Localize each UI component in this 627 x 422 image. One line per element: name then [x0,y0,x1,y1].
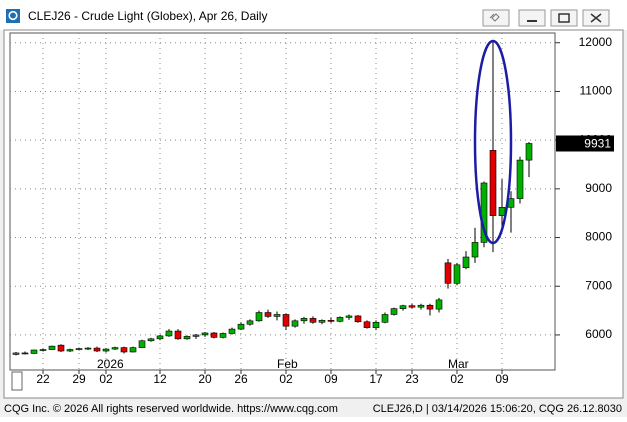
candle-body [210,332,218,338]
candle-body [453,264,461,284]
x-tick-label: 09 [495,372,509,386]
x-tick-label: 02 [99,372,113,386]
window-title: CLEJ26 - Crude Light (Globex), Apr 26, D… [28,9,267,23]
candle-body [390,308,398,315]
candle-body [309,318,317,323]
link-button[interactable] [482,9,510,27]
candle-body [57,344,65,352]
candle-body [282,314,290,327]
candle-body [300,318,308,322]
candle-body [462,256,470,269]
candle-body [273,314,281,317]
candle-body [354,315,362,323]
x-tick-label: 23 [405,372,419,386]
candle-body [165,330,173,337]
candle-body [183,336,191,340]
close-icon [590,13,602,23]
candle-body [264,312,272,317]
candle-body [399,305,407,309]
x-tick-label: 22 [36,372,50,386]
x-tick-label: 02 [279,372,293,386]
candle-body [21,352,29,355]
x-group-label: 2026 [97,357,124,371]
plot-area [9,32,556,371]
candle-body [147,338,155,342]
candle-body [498,207,506,216]
link-icon [489,13,500,22]
candle-body [516,159,524,199]
candle-body [246,320,254,325]
x-tick-label: 26 [234,372,248,386]
candle-body [381,314,389,323]
y-tick-label: 11000 [580,84,613,98]
candle-body [336,317,344,322]
candle-body [228,328,236,334]
candle-body [138,340,146,348]
x-tick-label: 29 [72,372,86,386]
candle-body [327,320,335,322]
x-tick-label: 09 [324,372,338,386]
candle-body [201,332,209,336]
last-price-box [556,135,614,152]
y-tick-label: 6000 [585,327,612,341]
last-price-label: 9931 [584,137,611,151]
candle-body [219,333,227,338]
highlight-ellipse [473,39,513,245]
candle-body [489,150,497,216]
x-group-label: Feb [277,357,298,371]
y-tick-label: 7000 [585,278,612,292]
candle-body [30,349,38,354]
candle-body [84,347,92,350]
candle-body [192,334,200,337]
app-icon-glyph [8,10,18,21]
candle-body [66,349,74,352]
candle-body [156,335,164,340]
candle-body [129,347,137,353]
candle-body [471,242,479,258]
copyright: CQG Inc. © 2026 All rights reserved worl… [4,403,338,415]
x-tick-label: 02 [450,372,464,386]
minimize-button[interactable] [518,9,546,27]
candle-body [318,320,326,323]
candle-body [345,315,353,318]
y-tick-label: 9000 [585,181,612,195]
app-icon [6,9,20,23]
candle-body [102,348,110,352]
candle-body [372,321,380,328]
candle-body [120,347,128,353]
candle-body [363,321,371,328]
candle-body [435,299,443,310]
candle-body [291,320,299,327]
candle-body [525,143,533,161]
candle-body [408,305,416,308]
y-tick-label: 12000 [579,35,613,49]
status-bar [0,399,627,417]
candle-body [174,330,182,340]
candle-body [417,304,425,308]
candle-body [75,348,83,350]
candle-body [111,347,119,350]
x-group-label: Mar [448,357,469,371]
candle-body [237,323,245,330]
maximize-icon [558,13,570,23]
candle-body [444,262,452,284]
candle-body [48,345,56,350]
maximize-button[interactable] [550,9,578,27]
x-tick-label: 12 [153,372,167,386]
candle-body [255,312,263,322]
candle-body [93,347,101,352]
x-tick-label: 17 [369,372,383,386]
scroll-box[interactable] [11,371,23,391]
candle-body [39,349,47,351]
y-tick-label: 8000 [585,230,612,244]
status-info: CLEJ26,D | 03/14/2026 15:06:20, CQG 26.1… [373,403,622,415]
candle-body [426,304,434,310]
x-tick-label: 20 [198,372,212,386]
candle-body [12,352,20,355]
